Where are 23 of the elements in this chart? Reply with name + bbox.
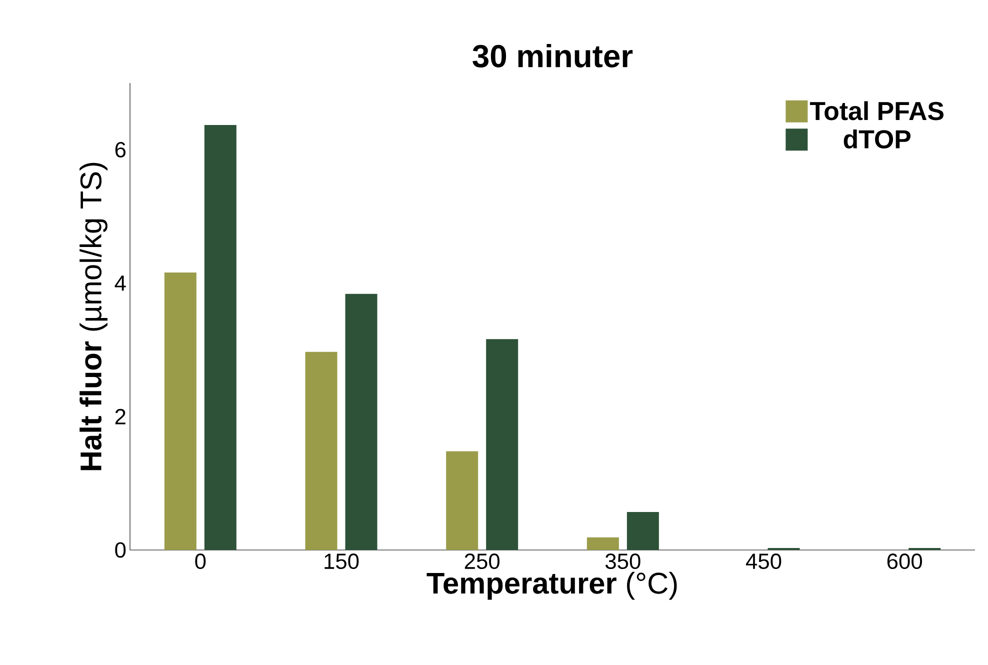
- y-axis-title: Halt fluor (µmol/kg TS): [80, 162, 108, 470]
- x-tick-label: 0: [195, 554, 206, 570]
- y-tick-label: 4: [114, 276, 126, 291]
- x-tick-label: 250: [464, 554, 500, 570]
- x-tick-label: 600: [887, 554, 922, 570]
- bar: [626, 512, 659, 550]
- chart-title: 30 minuter: [472, 44, 633, 68]
- legend-label: dTOP: [844, 129, 911, 148]
- bar: [204, 125, 236, 550]
- bar: [486, 339, 518, 550]
- bar: [586, 537, 619, 550]
- x-tick-label: 450: [746, 554, 782, 570]
- bar: [345, 294, 378, 550]
- bar: [446, 451, 478, 550]
- x-tick-label: 350: [605, 554, 640, 570]
- legend-label: Total PFAS: [810, 101, 944, 120]
- x-tick-label: 150: [324, 554, 359, 570]
- bar: [164, 272, 196, 550]
- bar: [305, 352, 338, 550]
- y-tick-label: 6: [115, 142, 126, 158]
- y-tick-label: 0: [115, 542, 126, 558]
- y-tick-label: 2: [115, 408, 126, 424]
- x-axis-title: Temperaturer (°C): [426, 572, 677, 600]
